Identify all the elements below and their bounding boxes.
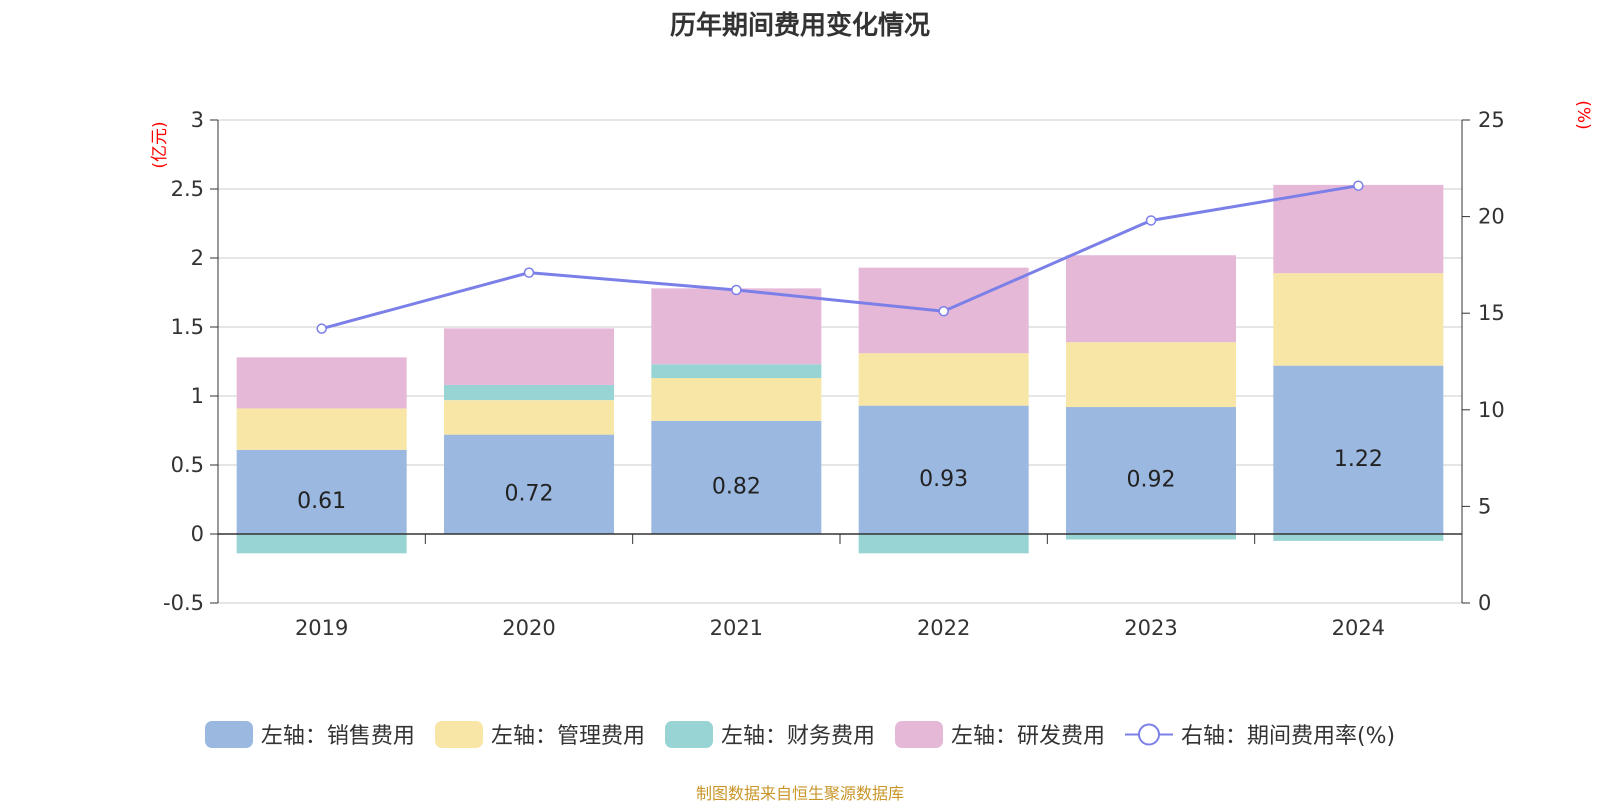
x-axis-tick-label: 2020 [502, 616, 555, 640]
legend-label: 左轴：管理费用 [490, 724, 645, 749]
bar-data-label: 0.61 [297, 489, 346, 514]
bar-segment [858, 353, 1029, 406]
source-note: 制图数据来自恒生聚源数据库 [695, 784, 904, 803]
rate-line [321, 184, 1359, 331]
bar-segment [444, 328, 614, 385]
legend-item[interactable]: 右轴：期间费用率(%) [1124, 718, 1396, 750]
bar-segment [858, 534, 1029, 554]
bar-segment [651, 288, 822, 365]
x-axis-tick-label: 2023 [1124, 616, 1177, 640]
bar-segment [651, 420, 822, 534]
x-axis-tick-label: 2021 [710, 616, 763, 640]
bar-data-label: 1.22 [1334, 447, 1383, 472]
legend-item[interactable]: 左轴：研发费用 [894, 718, 1105, 750]
left-axis-unit: (亿元) [150, 121, 170, 168]
bar-segment [1066, 255, 1236, 343]
bar-segment [1066, 534, 1236, 540]
bar-segment [651, 378, 822, 421]
legend-item[interactable]: 左轴：财务费用 [664, 718, 875, 750]
left-axis-tick-label: 0.5 [171, 453, 204, 477]
bar-segment [1273, 534, 1444, 541]
bar-segment [1273, 184, 1444, 274]
bar-segment [1066, 407, 1236, 534]
legend-item[interactable]: 左轴：管理费用 [434, 718, 645, 750]
bar-segment [651, 364, 822, 379]
right-axis-tick-label: 5 [1478, 494, 1491, 518]
rate-point [523, 267, 535, 278]
bar-data-label: 0.92 [1127, 468, 1176, 493]
legend-item[interactable]: 左轴：销售费用 [204, 718, 415, 750]
bar-segment [444, 400, 614, 435]
bar-segment [236, 408, 407, 450]
x-axis-tick-label: 2022 [917, 616, 970, 640]
bar-segment [1273, 365, 1444, 534]
bar-segment [858, 405, 1029, 534]
legend-label: 右轴：期间费用率(%) [1180, 724, 1396, 749]
bar-segment [1066, 342, 1236, 408]
right-axis-tick-label: 10 [1478, 398, 1505, 422]
left-axis-tick-label: 1 [191, 384, 204, 408]
right-axis-tick-label: 20 [1478, 205, 1505, 229]
legend-label: 左轴：财务费用 [720, 724, 875, 749]
legend-swatch [894, 720, 943, 748]
x-axis-tick-label: 2024 [1332, 616, 1385, 640]
bar-segment [1273, 273, 1444, 366]
bar-segment [444, 384, 614, 401]
rate-point [1145, 215, 1157, 226]
right-axis-tick-label: 25 [1478, 108, 1505, 132]
left-axis-tick-label: 2.5 [171, 177, 204, 201]
legend-swatch [204, 720, 253, 748]
bar-segment [444, 434, 614, 534]
right-axis-unit: (%) [1573, 100, 1593, 129]
legend-label: 左轴：销售费用 [260, 724, 415, 749]
left-axis-tick-label: -0.5 [163, 591, 204, 615]
right-axis-tick-label: 0 [1478, 591, 1491, 615]
bar-data-label: 0.93 [919, 467, 968, 492]
bar-segment [236, 449, 407, 534]
bar-data-label: 0.72 [505, 481, 554, 506]
left-axis-tick-label: 1.5 [171, 315, 204, 339]
bar-segment [236, 534, 407, 554]
left-axis-tick-label: 3 [191, 108, 204, 132]
legend-line-icon [1124, 723, 1173, 745]
rate-point [938, 306, 949, 317]
rate-point [1353, 180, 1364, 191]
left-axis-tick-label: 0 [191, 522, 204, 546]
legend-label: 左轴：研发费用 [950, 724, 1105, 749]
chart-title: 历年期间费用变化情况 [669, 11, 930, 41]
x-axis-tick-label: 2019 [295, 616, 348, 640]
legend: 左轴：销售费用 左轴：管理费用 左轴：财务费用 左轴：研发费用 右轴：期间费用率(%) [0, 718, 1600, 750]
bar-data-label: 0.82 [712, 474, 761, 499]
rate-point [316, 323, 327, 334]
bar-segment [236, 357, 407, 409]
right-axis-tick-label: 15 [1478, 301, 1505, 325]
legend-swatch [434, 720, 483, 748]
legend-swatch [664, 720, 713, 748]
left-axis-tick-label: 2 [191, 246, 204, 270]
rate-point [731, 284, 742, 296]
